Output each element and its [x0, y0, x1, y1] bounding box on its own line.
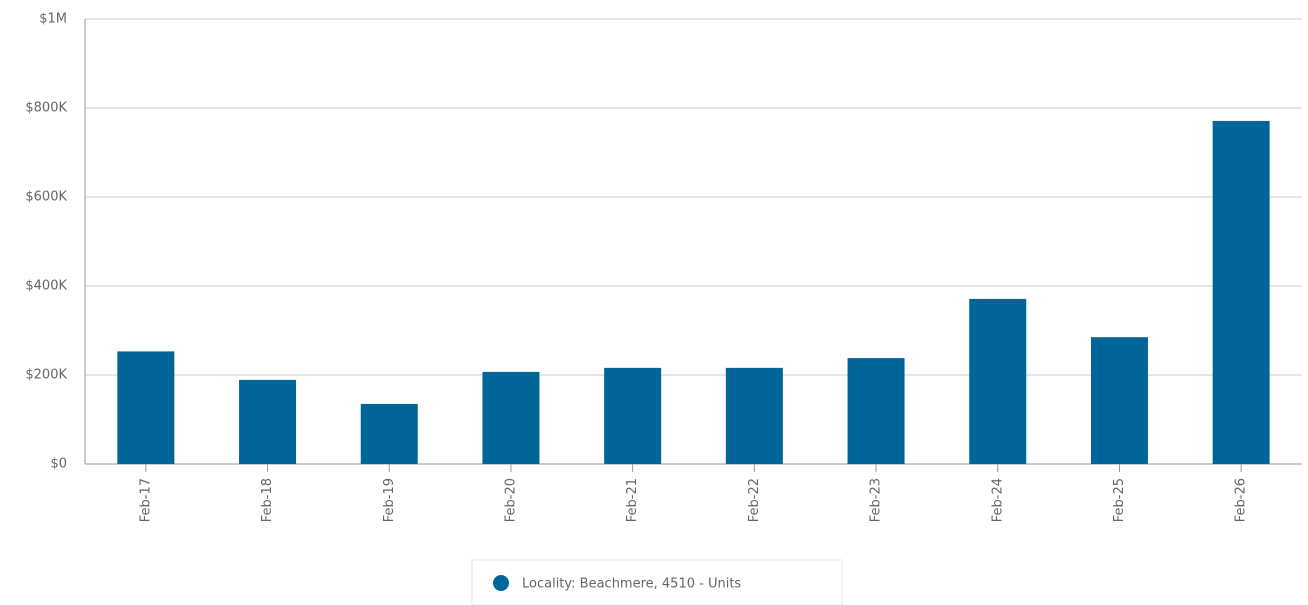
legend-box — [471, 559, 843, 605]
bar — [239, 379, 297, 464]
bar — [482, 371, 540, 464]
bar — [360, 403, 418, 464]
legend-label: Locality: Beachmere, 4510 - Units — [522, 577, 741, 592]
x-tick-label: Feb-18 — [260, 478, 275, 522]
y-tick-label: $400K — [25, 279, 67, 294]
x-tick-label: Feb-26 — [1234, 478, 1249, 522]
y-tick-label: $800K — [25, 101, 67, 116]
x-tick-label: Feb-19 — [382, 478, 397, 522]
y-tick-label: $600K — [25, 190, 67, 205]
x-tick-label: Feb-24 — [990, 478, 1005, 522]
bar — [117, 351, 175, 464]
bar — [604, 367, 662, 464]
x-tick-label: Feb-20 — [503, 478, 518, 522]
y-tick-label: $1M — [39, 12, 67, 27]
x-tick-label: Feb-21 — [625, 478, 640, 522]
bar — [969, 298, 1027, 464]
x-tick-label: Feb-25 — [1112, 478, 1127, 522]
bar — [847, 358, 905, 464]
bar — [725, 367, 783, 464]
x-tick-label: Feb-22 — [747, 478, 762, 522]
legend-marker — [493, 575, 509, 591]
y-tick-label: $0 — [50, 457, 67, 472]
x-tick-label: Feb-17 — [138, 478, 153, 522]
bar — [1090, 337, 1148, 464]
x-tick-label: Feb-23 — [869, 478, 884, 522]
y-tick-label: $200K — [25, 368, 67, 383]
bar — [1212, 120, 1270, 464]
